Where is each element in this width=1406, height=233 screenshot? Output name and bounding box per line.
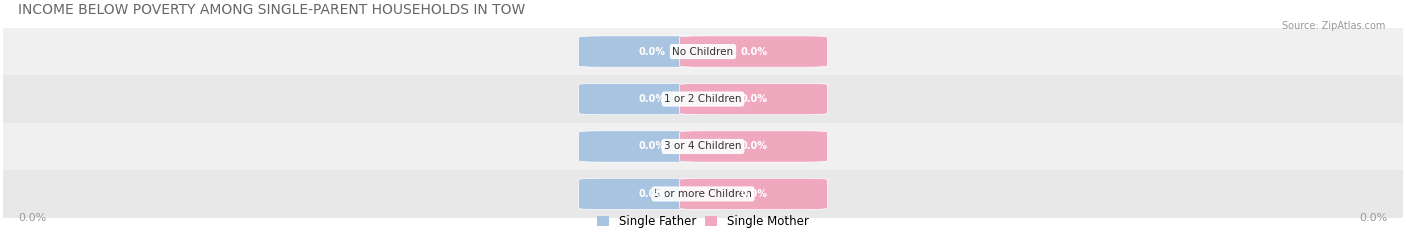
Legend: Single Father, Single Mother: Single Father, Single Mother — [593, 212, 813, 232]
FancyBboxPatch shape — [578, 178, 727, 210]
Text: 0.0%: 0.0% — [638, 141, 666, 151]
Text: INCOME BELOW POVERTY AMONG SINGLE-PARENT HOUSEHOLDS IN TOW: INCOME BELOW POVERTY AMONG SINGLE-PARENT… — [18, 3, 526, 17]
FancyBboxPatch shape — [0, 28, 1406, 75]
FancyBboxPatch shape — [578, 131, 727, 162]
FancyBboxPatch shape — [0, 75, 1406, 123]
FancyBboxPatch shape — [0, 170, 1406, 218]
FancyBboxPatch shape — [578, 36, 727, 67]
Text: 5 or more Children: 5 or more Children — [654, 189, 752, 199]
Text: 0.0%: 0.0% — [740, 94, 768, 104]
FancyBboxPatch shape — [0, 123, 1406, 170]
Text: 0.0%: 0.0% — [740, 141, 768, 151]
Text: 0.0%: 0.0% — [638, 189, 666, 199]
Text: No Children: No Children — [672, 47, 734, 57]
FancyBboxPatch shape — [679, 83, 828, 115]
Text: 0.0%: 0.0% — [740, 47, 768, 57]
Text: 1 or 2 Children: 1 or 2 Children — [664, 94, 742, 104]
FancyBboxPatch shape — [578, 83, 727, 115]
FancyBboxPatch shape — [679, 36, 828, 67]
FancyBboxPatch shape — [679, 131, 828, 162]
Text: 3 or 4 Children: 3 or 4 Children — [664, 141, 742, 151]
Text: 0.0%: 0.0% — [638, 94, 666, 104]
Text: 0.0%: 0.0% — [1360, 213, 1388, 223]
Text: 0.0%: 0.0% — [18, 213, 46, 223]
Text: Source: ZipAtlas.com: Source: ZipAtlas.com — [1281, 21, 1385, 31]
Text: 0.0%: 0.0% — [740, 189, 768, 199]
Text: 0.0%: 0.0% — [638, 47, 666, 57]
FancyBboxPatch shape — [679, 178, 828, 210]
